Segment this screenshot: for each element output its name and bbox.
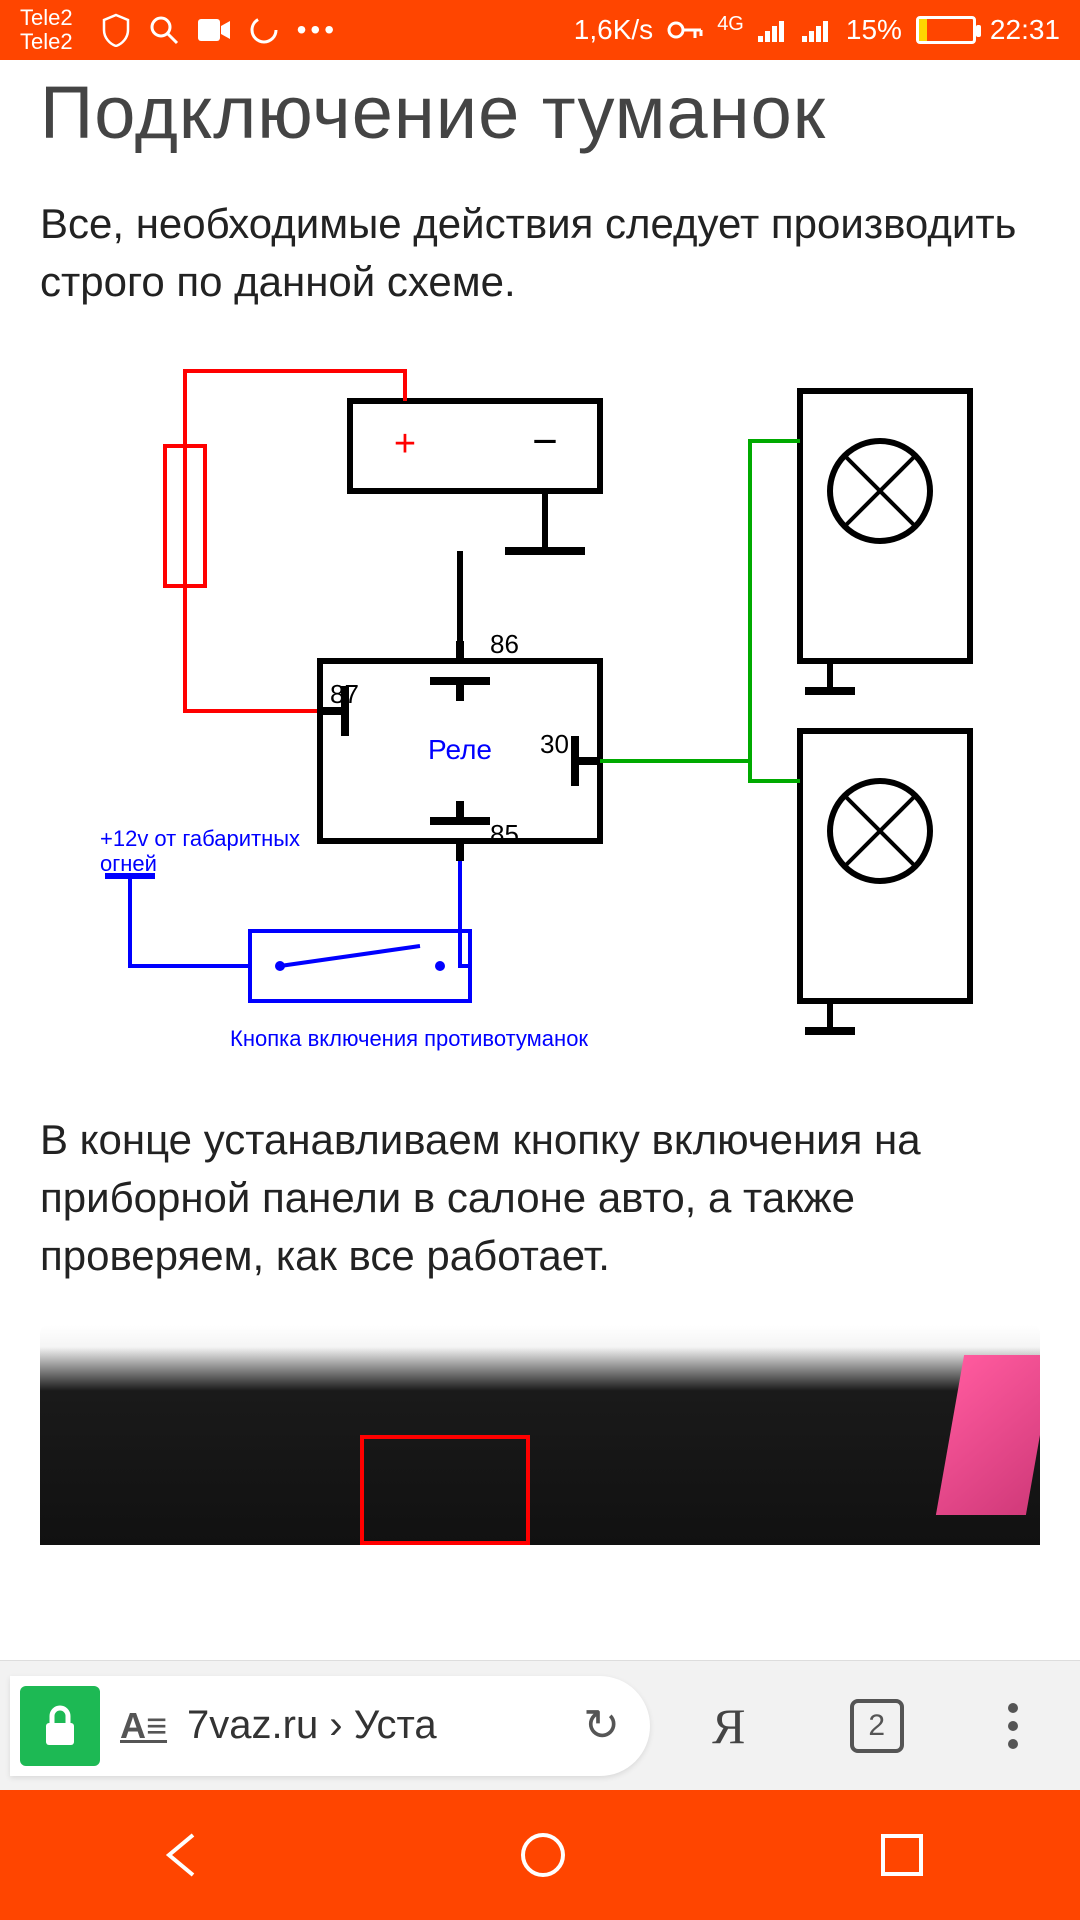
recent-button[interactable] [875,1828,929,1882]
circuit-svg: + − Реле 86 87 30 85 +12v от габаритныхогней Кно… [60,351,1020,1071]
reload-icon[interactable]: ↻ [583,1700,620,1751]
more-icon: ••• [297,14,338,46]
status-bar: Tele2 Tele2 ••• 1,6K/s 4G 15% 22:31 [0,0,1080,60]
yandex-icon[interactable]: Я [712,1697,745,1755]
circuit-diagram: + − Реле 86 87 30 85 +12v от габаритныхогней Кно… [40,351,1040,1071]
svg-text:30: 30 [540,729,569,759]
status-right: 1,6K/s 4G 15% 22:31 [574,14,1060,46]
tabs-count: 2 [868,1709,885,1743]
menu-icon[interactable] [1008,1703,1018,1749]
carrier-labels: Tele2 Tele2 [20,6,73,54]
svg-text:85: 85 [490,819,519,849]
system-nav-bar [0,1790,1080,1920]
clock: 22:31 [990,14,1060,46]
tabs-button[interactable]: 2 [850,1699,904,1753]
photo-accent [936,1355,1040,1515]
svg-text:+: + [394,423,416,465]
lock-icon[interactable] [20,1686,100,1766]
svg-text:огней: огней [100,851,157,876]
key-icon [667,20,703,40]
battery-fill [919,19,927,41]
shield-icon [101,13,131,47]
url-text: 7vaz.ru › Уста [187,1703,563,1748]
battery-icon [916,16,976,44]
svg-text:Кнопка включения противотумано: Кнопка включения противотуманок [230,1026,588,1051]
browser-actions: Я 2 [660,1697,1070,1755]
home-button[interactable] [513,1825,573,1885]
carrier-1: Tele2 [20,6,73,30]
svg-text:+12v от габаритных: +12v от габаритных [100,826,300,851]
svg-text:87: 87 [330,679,359,709]
dashboard-photo [40,1325,1040,1545]
status-icons-left: ••• [101,13,338,47]
browser-address-bar: A≡ 7vaz.ru › Уста ↻ Я 2 [0,1660,1080,1790]
net-speed: 1,6K/s [574,14,653,46]
back-button[interactable] [151,1825,211,1885]
signal-1-icon [758,18,788,42]
signal-2-icon [802,18,832,42]
article-title: Подключение туманок [40,70,1040,155]
battery-pct: 15% [846,14,902,46]
svg-text:Реле: Реле [428,734,492,765]
paragraph-2: В конце устанавливаем кнопку включения н… [40,1111,1040,1285]
reader-mode-icon[interactable]: A≡ [120,1705,167,1747]
svg-text:−: − [532,417,558,466]
network-4g: 4G [717,13,744,36]
url-field[interactable]: A≡ 7vaz.ru › Уста ↻ [10,1676,650,1776]
circle-progress-icon [249,15,279,45]
paragraph-1: Все, необходимые действия следует произв… [40,195,1040,311]
search-icon [149,15,179,45]
video-icon [197,18,231,42]
svg-text:86: 86 [490,629,519,659]
carrier-2: Tele2 [20,30,73,54]
page-content[interactable]: Подключение туманок Все, необходимые дей… [0,60,1080,1660]
highlight-box [360,1435,530,1545]
